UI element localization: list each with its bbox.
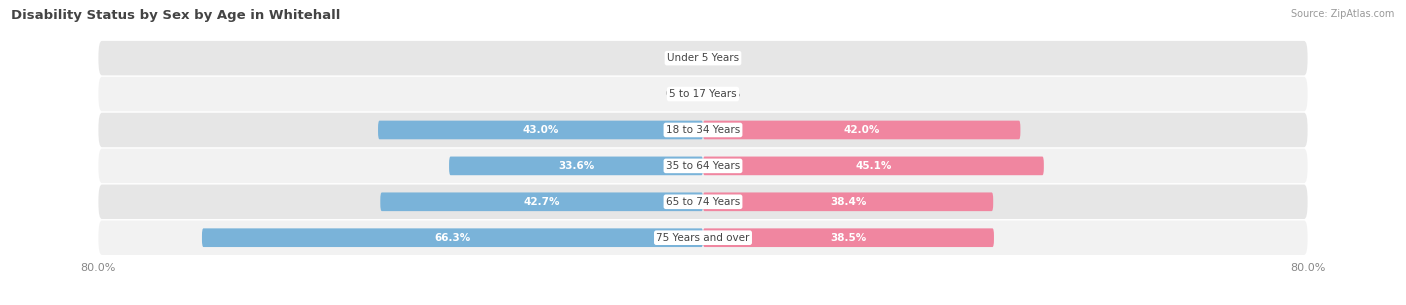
FancyBboxPatch shape xyxy=(378,121,703,139)
Text: 38.5%: 38.5% xyxy=(831,233,866,243)
Text: 38.4%: 38.4% xyxy=(830,197,866,207)
Text: 5 to 17 Years: 5 to 17 Years xyxy=(669,89,737,99)
Text: 66.3%: 66.3% xyxy=(434,233,471,243)
FancyBboxPatch shape xyxy=(703,192,993,211)
Text: 42.0%: 42.0% xyxy=(844,125,880,135)
Text: Source: ZipAtlas.com: Source: ZipAtlas.com xyxy=(1291,9,1395,19)
Text: 35 to 64 Years: 35 to 64 Years xyxy=(666,161,740,171)
Text: 33.6%: 33.6% xyxy=(558,161,595,171)
FancyBboxPatch shape xyxy=(449,156,703,175)
Text: 0.0%: 0.0% xyxy=(714,53,741,63)
Text: 43.0%: 43.0% xyxy=(523,125,558,135)
Text: 65 to 74 Years: 65 to 74 Years xyxy=(666,197,740,207)
Text: 0.0%: 0.0% xyxy=(665,53,692,63)
FancyBboxPatch shape xyxy=(98,221,1308,255)
Text: Under 5 Years: Under 5 Years xyxy=(666,53,740,63)
Text: Disability Status by Sex by Age in Whitehall: Disability Status by Sex by Age in White… xyxy=(11,9,340,22)
Text: 18 to 34 Years: 18 to 34 Years xyxy=(666,125,740,135)
FancyBboxPatch shape xyxy=(98,41,1308,75)
FancyBboxPatch shape xyxy=(98,77,1308,111)
Text: 0.0%: 0.0% xyxy=(665,89,692,99)
FancyBboxPatch shape xyxy=(98,113,1308,147)
Text: 42.7%: 42.7% xyxy=(523,197,560,207)
Text: 0.0%: 0.0% xyxy=(714,89,741,99)
FancyBboxPatch shape xyxy=(703,228,994,247)
FancyBboxPatch shape xyxy=(703,121,1021,139)
FancyBboxPatch shape xyxy=(703,156,1043,175)
FancyBboxPatch shape xyxy=(202,228,703,247)
FancyBboxPatch shape xyxy=(98,149,1308,183)
Legend: Male, Female: Male, Female xyxy=(638,302,768,305)
Text: 45.1%: 45.1% xyxy=(855,161,891,171)
FancyBboxPatch shape xyxy=(380,192,703,211)
FancyBboxPatch shape xyxy=(98,185,1308,219)
Text: 75 Years and over: 75 Years and over xyxy=(657,233,749,243)
